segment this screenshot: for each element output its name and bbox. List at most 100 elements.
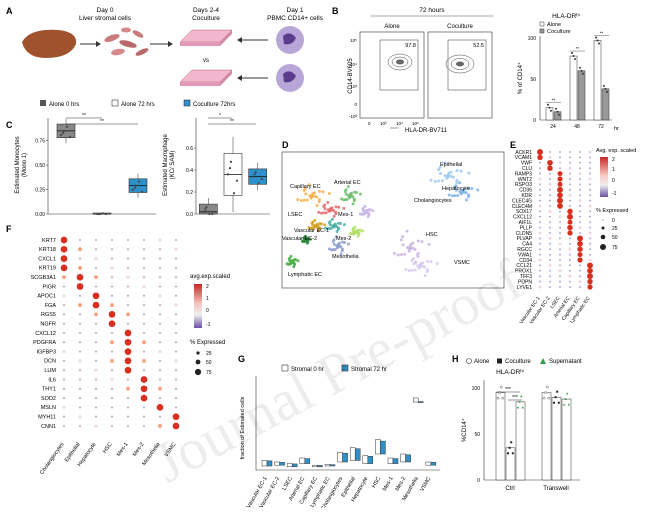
e-dot bbox=[569, 269, 571, 272]
f-dot bbox=[62, 424, 66, 428]
bbar-legend-alone-swatch bbox=[539, 21, 545, 27]
umap-point bbox=[440, 179, 444, 183]
f-dot bbox=[110, 387, 114, 390]
e-dot bbox=[549, 232, 551, 234]
f-dot bbox=[172, 413, 180, 421]
h-point-alone bbox=[547, 396, 551, 400]
f-dot bbox=[142, 406, 146, 409]
monocyte-icon-bottom bbox=[276, 64, 304, 92]
f-dot bbox=[158, 359, 162, 362]
f-dot bbox=[174, 276, 178, 279]
f-dot bbox=[156, 404, 164, 411]
f-dot bbox=[158, 322, 162, 325]
f-dot bbox=[142, 313, 146, 316]
umap-point bbox=[317, 210, 321, 214]
bbar-point bbox=[603, 84, 605, 87]
f-colorbar bbox=[194, 284, 202, 328]
umap-point bbox=[342, 198, 346, 202]
e-dot bbox=[569, 188, 571, 191]
umap-point bbox=[331, 239, 335, 243]
f-dot bbox=[174, 238, 178, 242]
e-dot bbox=[569, 280, 571, 283]
f-dot bbox=[62, 341, 66, 344]
c-ytick: 0.4 bbox=[186, 168, 193, 174]
h-ytick-0: 0 bbox=[477, 478, 480, 484]
c-legend-swatch-1 bbox=[111, 99, 119, 107]
f-dot bbox=[174, 303, 178, 307]
f-dot bbox=[126, 424, 130, 428]
h-point-alone bbox=[544, 391, 547, 394]
c-point bbox=[254, 170, 257, 174]
umap-point bbox=[336, 242, 340, 246]
e-dot bbox=[557, 176, 563, 182]
e-dot bbox=[539, 280, 541, 283]
e-legend-title: Avg. exp. scaled bbox=[596, 148, 636, 154]
h-point-supernatant bbox=[564, 397, 567, 401]
e-dot bbox=[589, 242, 591, 245]
umap-point bbox=[357, 228, 361, 232]
f-dot bbox=[110, 369, 114, 372]
f-dot bbox=[94, 322, 98, 325]
e-dot bbox=[539, 264, 541, 267]
umap-point bbox=[308, 237, 312, 241]
panel-b: B 72 hours Alone Coculture 97.8 52.5 CD1… bbox=[332, 6, 494, 134]
c-ytick: 0.75 bbox=[35, 139, 45, 145]
flow-plot-coculture bbox=[427, 31, 493, 119]
f-dot bbox=[94, 257, 98, 261]
e-dot bbox=[569, 242, 571, 245]
e-dots bbox=[537, 149, 593, 290]
f-dot bbox=[110, 406, 114, 409]
flow-gate-alone bbox=[379, 39, 419, 91]
f-dot bbox=[158, 369, 162, 372]
g-box-0hr bbox=[375, 439, 381, 455]
e-dot bbox=[579, 232, 581, 234]
e-gene: AIF1L bbox=[519, 220, 533, 226]
umap-point bbox=[327, 221, 331, 225]
g-box-72hr bbox=[342, 453, 348, 463]
h-point-supernatant bbox=[518, 400, 521, 403]
f-dot bbox=[62, 387, 66, 390]
c-point bbox=[260, 177, 263, 181]
e-gene: VCAM1 bbox=[515, 155, 532, 161]
umap-point bbox=[304, 192, 308, 196]
c-left-ticks: 0.00 0.25 0.50 0.75 bbox=[35, 139, 48, 218]
c-point bbox=[134, 184, 138, 187]
f-gene: CXCL1 bbox=[38, 256, 56, 262]
g-legend-swatch-1 bbox=[341, 364, 349, 372]
umap-point bbox=[410, 259, 414, 263]
f-dot bbox=[62, 378, 66, 381]
umap-point bbox=[341, 240, 345, 244]
f-dot bbox=[94, 266, 98, 269]
umap-point bbox=[399, 252, 403, 256]
h-point-supernatant bbox=[520, 395, 523, 398]
h-legend-swatch-0 bbox=[466, 358, 472, 364]
umap-point bbox=[460, 191, 464, 195]
c-point bbox=[59, 133, 63, 137]
e-dot bbox=[538, 231, 542, 235]
f-dot bbox=[142, 369, 146, 372]
umap-point bbox=[353, 190, 357, 194]
umap-point bbox=[415, 253, 419, 257]
e-dot bbox=[589, 215, 591, 218]
umap-point bbox=[371, 209, 375, 213]
e-dot bbox=[558, 215, 562, 219]
umap-point bbox=[366, 215, 370, 219]
e-dot bbox=[569, 151, 571, 153]
e-dot bbox=[579, 178, 581, 180]
f-dot bbox=[78, 313, 82, 316]
umap-point bbox=[418, 265, 422, 269]
bbar-point bbox=[596, 39, 599, 42]
f-dot bbox=[62, 322, 66, 325]
f-dot bbox=[94, 331, 98, 335]
e-dot bbox=[568, 247, 572, 251]
f-gene: RGS5 bbox=[41, 312, 56, 318]
f-dot bbox=[158, 415, 162, 418]
umap-point bbox=[427, 242, 431, 246]
g-box-72hr bbox=[392, 458, 399, 464]
stromal-cells-icon bbox=[104, 27, 149, 56]
panel-label-c: C bbox=[6, 120, 13, 130]
e-dot bbox=[557, 186, 563, 193]
f-gene: CNN1 bbox=[41, 424, 56, 430]
e-dot bbox=[548, 209, 552, 213]
